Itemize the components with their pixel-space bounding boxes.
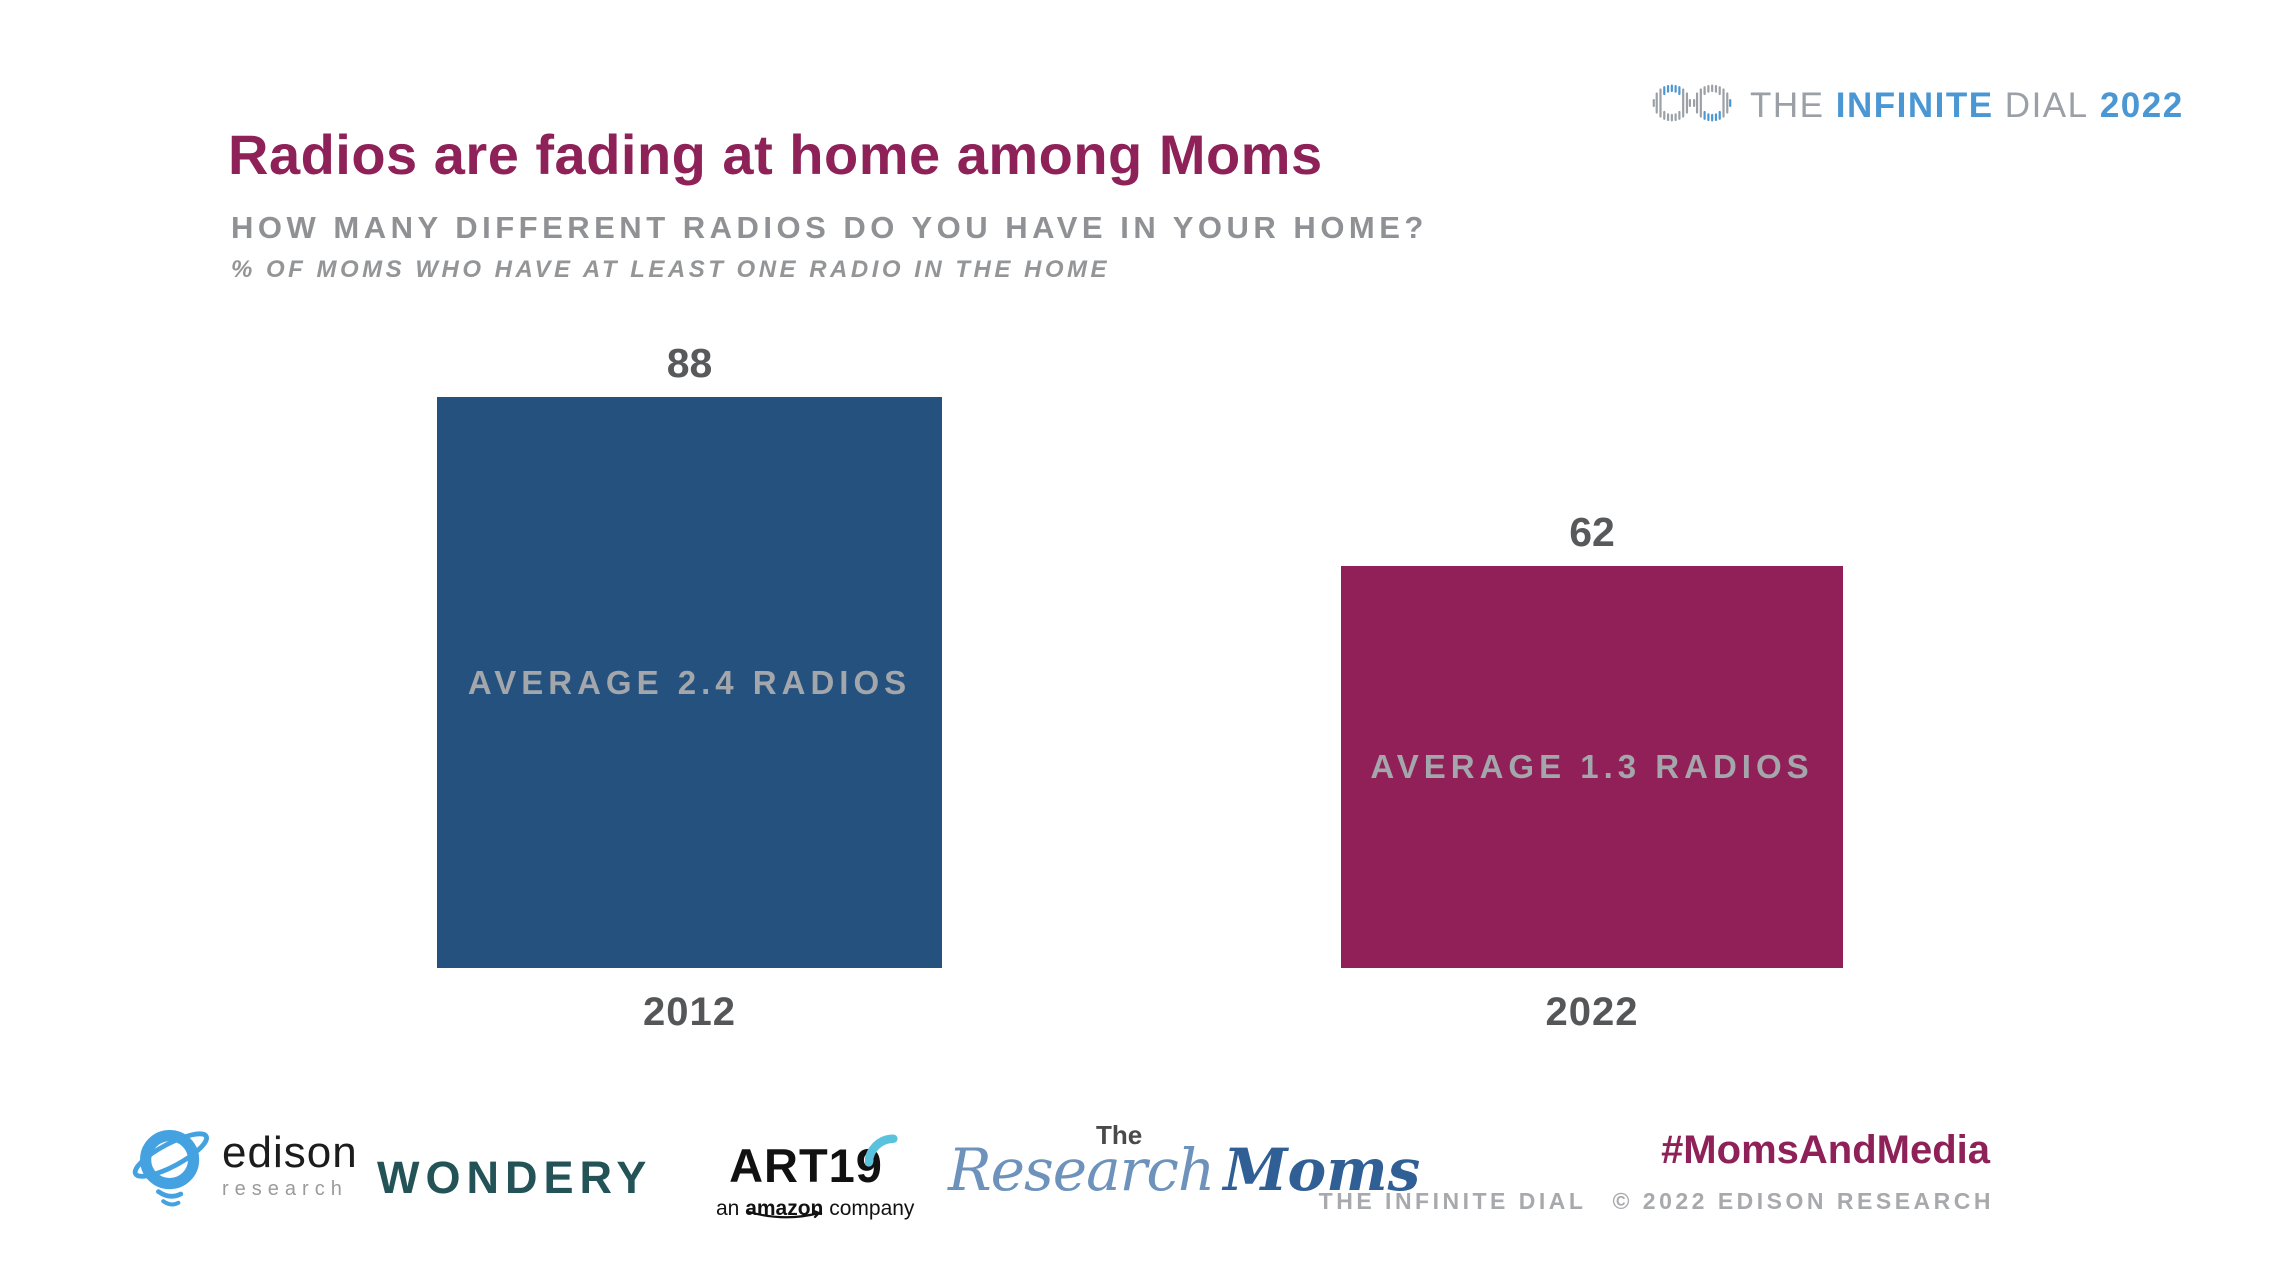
research-moms-moms: Moms [1223,1136,1421,1204]
credit-left: THE INFINITE DIAL [1318,1188,1587,1214]
survey-question: HOW MANY DIFFERENT RADIOS DO YOU HAVE IN… [231,210,1428,245]
art19-text: ART19 [729,1139,883,1192]
edison-sub: research [222,1177,348,1200]
bar-group-2012: 88 AVERAGE 2.4 RADIOS 2012 [437,340,942,1034]
bar-annotation-2012: AVERAGE 2.4 RADIOS [467,663,912,701]
hashtag: #MomsAndMedia [1661,1128,1990,1172]
bar-group-2022: 62 AVERAGE 1.3 RADIOS 2022 [1341,509,1843,1034]
bar-rect-2022: 62 AVERAGE 1.3 RADIOS 2022 [1341,509,1843,1034]
infinite-dial-wordmark: THE INFINITE DIAL 2022 [1750,86,2184,126]
credit-right: © 2022 EDISON RESEARCH [1612,1188,1994,1214]
dial-word-the: THE [1750,85,1825,125]
art19-arc-icon [864,1124,899,1179]
art19-sub-suffix: company [823,1197,915,1220]
amazon-smile-icon [747,1203,825,1227]
infinite-dial-icon [1650,76,1734,135]
page-title: Radios are fading at home among Moms [228,123,1323,186]
axis-label-2012: 2012 [643,990,736,1034]
art19-sub-amazon: amazon [745,1197,823,1221]
base-note: % OF MOMS WHO HAVE AT LEAST ONE RADIO IN… [231,256,1111,283]
art19-logo: ART19 an amazon company [716,1134,914,1221]
bar-value-2022: 62 [1569,509,1615,555]
bar-rect-2012: 88 AVERAGE 2.4 RADIOS 2012 [437,340,942,1034]
edison-name: edison [222,1127,358,1177]
edison-research-logo: edison research [128,1112,358,1217]
research-moms-research: Research [948,1136,1215,1204]
art19-sub-prefix: an [716,1197,746,1220]
research-moms-the: The [1096,1120,1143,1150]
dial-word-infinite: INFINITE [1835,85,1994,125]
dial-word-dial: DIAL [2004,85,2089,125]
wondery-logo: WONDERY [377,1152,653,1203]
research-moms-logo: The Research Moms [948,1120,1421,1204]
bar-value-2012: 88 [666,340,713,386]
credit-line: THE INFINITE DIAL © 2022 EDISON RESEARCH [1319,1188,1994,1215]
edison-planet-icon [128,1112,216,1217]
amazon-word: amazon [745,1197,824,1220]
dial-word-year: 2022 [2099,85,2184,125]
infinite-dial-logo: THE INFINITE DIAL 2022 [1650,76,2184,135]
axis-label-2022: 2022 [1545,990,1639,1034]
bar-annotation-2022: AVERAGE 1.3 RADIOS [1370,748,1814,785]
art19-wordmark: ART19 [729,1134,898,1193]
art19-subline: an amazon company [716,1197,914,1221]
